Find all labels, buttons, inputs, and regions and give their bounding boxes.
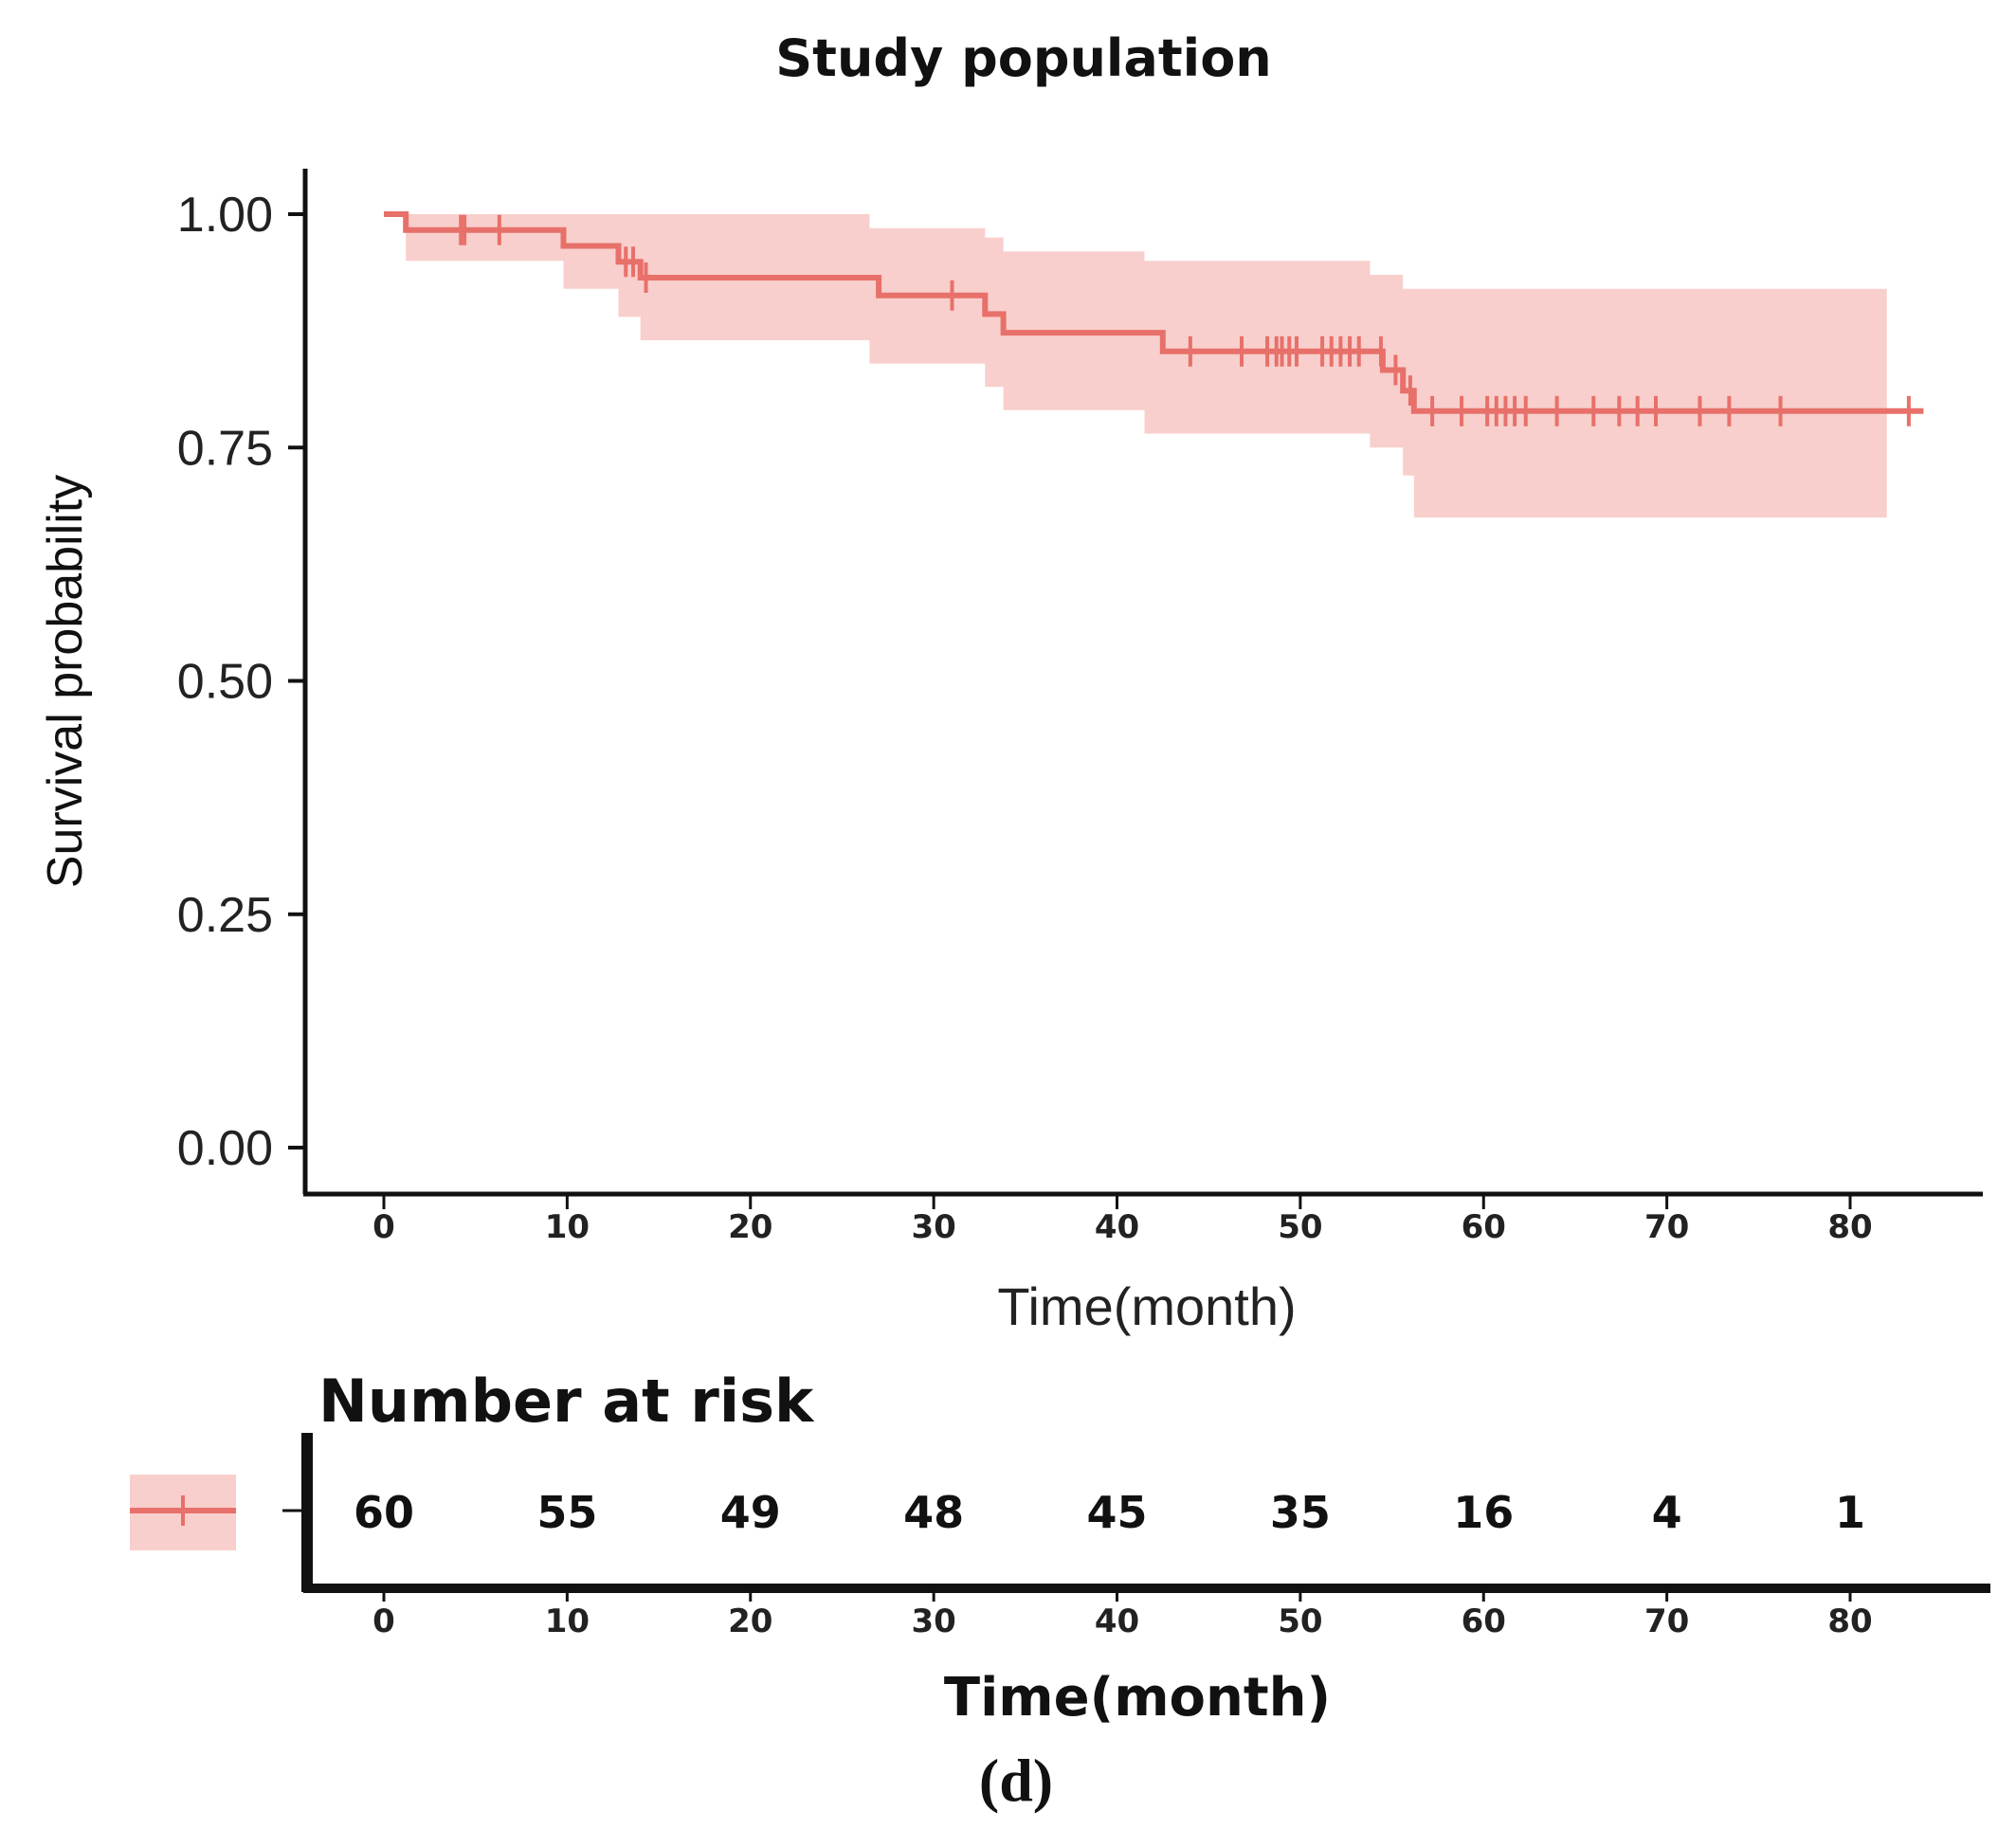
risk-count: 1: [1835, 1487, 1865, 1538]
risk-count: 35: [1270, 1487, 1331, 1538]
x-tick-label: 0: [372, 1208, 395, 1246]
risk-x-tick-label: 10: [545, 1603, 590, 1640]
risk-table-x-ticks: 0 10 20 30 40 50 60 70 80: [372, 1590, 1873, 1640]
x-tick-label: 40: [1095, 1208, 1139, 1246]
survival-curve-layer: [384, 211, 1924, 414]
x-tick-label: 20: [728, 1208, 772, 1246]
risk-count: 49: [720, 1487, 781, 1538]
risk-x-tick-label: 30: [911, 1603, 955, 1640]
risk-x-tick-label: 0: [372, 1603, 395, 1640]
confidence-band: [384, 214, 1887, 518]
survival-curve: [384, 211, 1924, 414]
panel-label: (d): [979, 1747, 1053, 1814]
x-tick-label: 50: [1278, 1208, 1322, 1246]
risk-x-tick-label: 70: [1644, 1603, 1689, 1640]
risk-table-counts: 60 55 49 48 45 35 16 4 1: [354, 1487, 1865, 1538]
censor-marks-layer: [459, 214, 1911, 426]
risk-x-tick-label: 50: [1278, 1603, 1322, 1640]
risk-count: 55: [536, 1487, 597, 1538]
risk-count: 45: [1086, 1487, 1147, 1538]
risk-count: 48: [903, 1487, 964, 1538]
risk-count: 60: [354, 1487, 414, 1538]
x-axis-ticks: 0 10 20 30 40 50 60 70 80: [372, 1194, 1873, 1246]
y-axis-ticks: 0.00 0.25 0.50 0.75 1.00: [177, 188, 305, 1176]
y-tick-label: 1.00: [177, 188, 273, 243]
risk-table-x-axis-label: Time(month): [944, 1667, 1331, 1729]
risk-table-title: Number at risk: [318, 1367, 815, 1436]
y-tick-label: 0.50: [177, 655, 273, 710]
y-tick-label: 0.00: [177, 1121, 273, 1176]
risk-count: 16: [1453, 1487, 1514, 1538]
x-tick-label: 70: [1644, 1208, 1689, 1246]
x-tick-label: 60: [1462, 1208, 1506, 1246]
risk-x-tick-label: 40: [1095, 1603, 1139, 1640]
chart-title: Study population: [775, 28, 1271, 88]
risk-table-legend-key: [130, 1475, 236, 1550]
x-tick-label: 10: [545, 1208, 590, 1246]
risk-x-tick-label: 80: [1827, 1603, 1872, 1640]
risk-x-tick-label: 60: [1462, 1603, 1506, 1640]
x-axis-label: Time(month): [997, 1277, 1296, 1336]
y-tick-label: 0.75: [177, 421, 273, 476]
x-tick-label: 80: [1827, 1208, 1872, 1246]
y-tick-label: 0.25: [177, 888, 273, 943]
x-tick-label: 30: [911, 1208, 955, 1246]
risk-count: 4: [1652, 1487, 1682, 1538]
confidence-band-layer: [384, 214, 1887, 518]
risk-x-tick-label: 20: [728, 1603, 772, 1640]
y-axis-label: Survival probability: [38, 475, 93, 888]
